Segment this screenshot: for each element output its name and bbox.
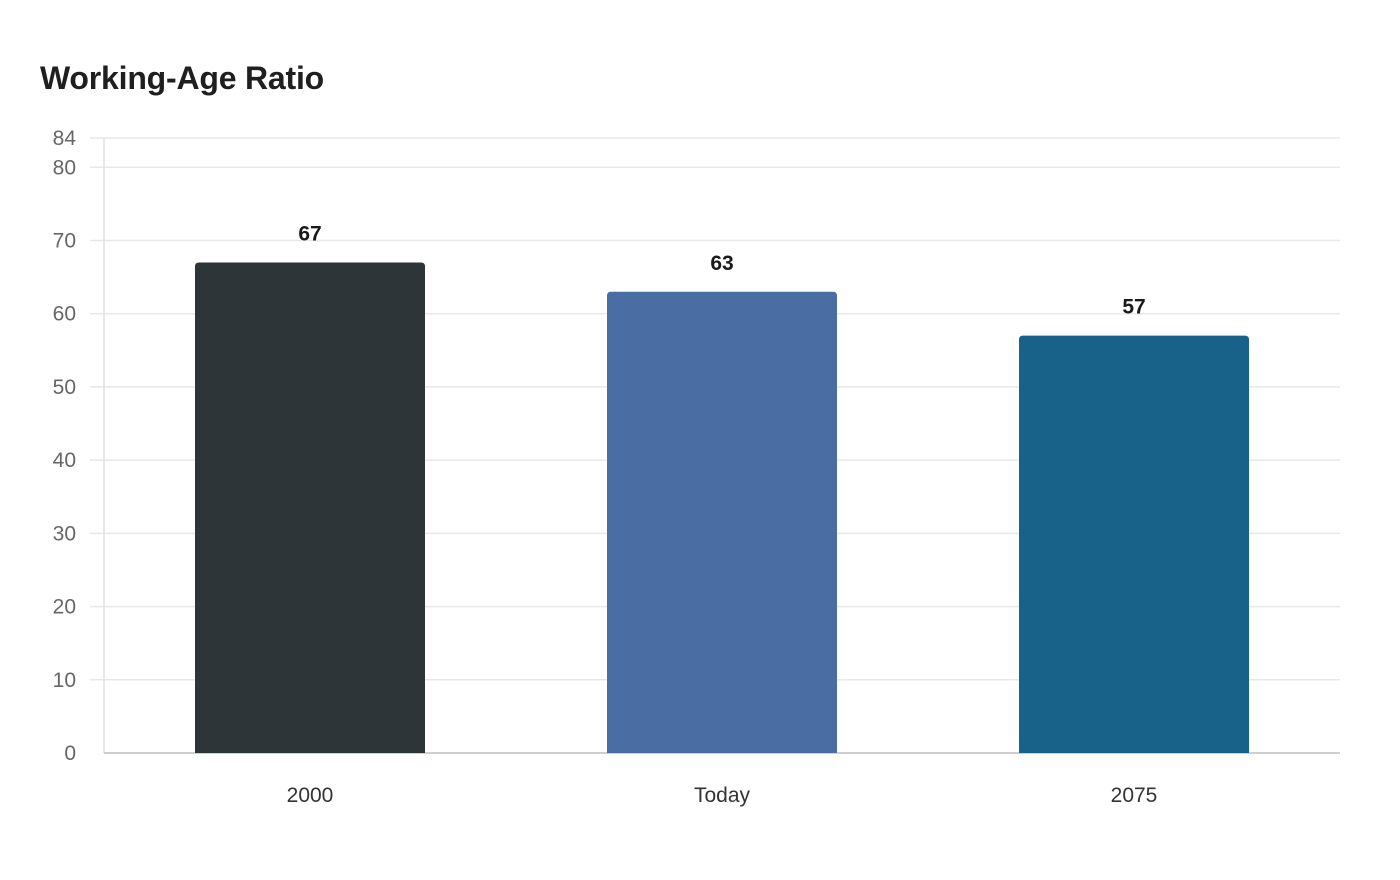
y-tick-label: 10 (53, 669, 76, 692)
y-tick-label: 40 (53, 449, 76, 472)
y-tick-label: 70 (53, 230, 76, 253)
chart-title: Working-Age Ratio (40, 60, 325, 96)
data-label: 67 (298, 222, 321, 245)
y-tick-label: 60 (53, 303, 76, 326)
data-label: 63 (710, 252, 733, 275)
bars (195, 262, 1249, 753)
data-labels: 67 63 57 (298, 222, 1145, 318)
x-tick-label: Today (694, 784, 751, 807)
bar-2075 (1019, 335, 1249, 753)
y-tick-label: 0 (64, 742, 76, 765)
x-tick-label: 2000 (287, 784, 334, 807)
y-tick-label: 80 (53, 156, 76, 179)
bar-today (607, 291, 837, 753)
y-tick-label: 84 (53, 127, 77, 150)
y-axis-ticks: 0 10 20 30 40 50 60 70 80 84 (53, 127, 77, 765)
y-tick-label: 30 (53, 522, 76, 545)
y-tick-label: 50 (53, 376, 76, 399)
bar-2000 (195, 262, 425, 753)
y-tick-label: 20 (53, 596, 76, 619)
x-tick-label: 2075 (1111, 784, 1158, 807)
x-axis-ticks: 2000 Today 2075 (287, 784, 1158, 807)
data-label: 57 (1122, 296, 1145, 319)
